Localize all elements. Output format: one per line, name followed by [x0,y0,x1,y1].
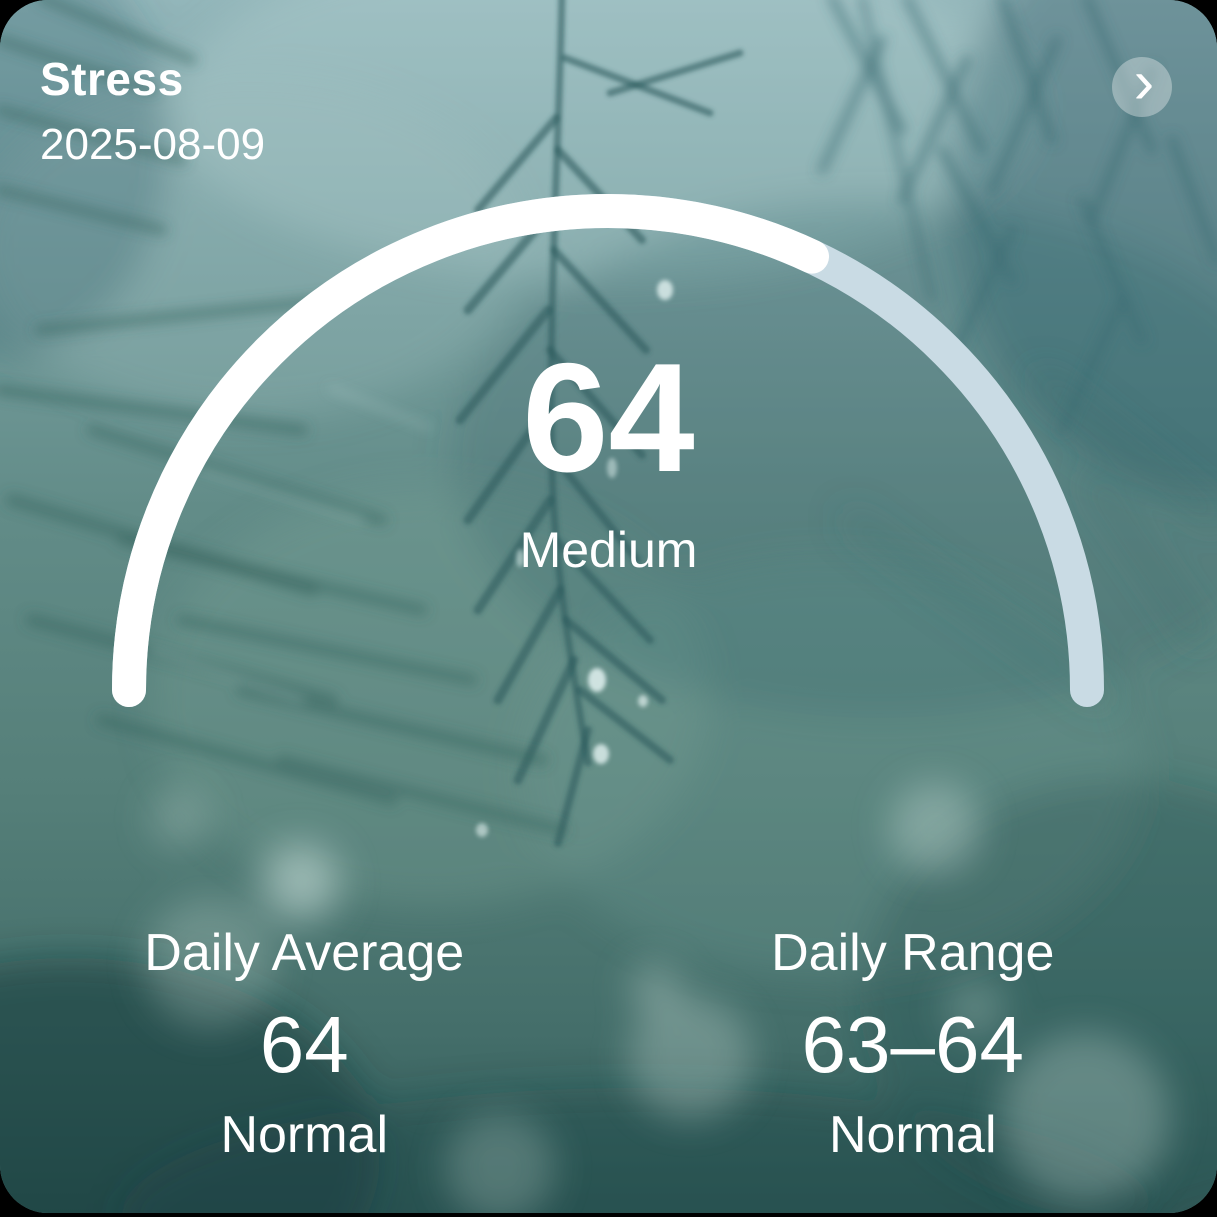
status-badge: Normal [828,1106,997,1164]
details-button[interactable]: › [1112,48,1172,117]
stat-daily-average: Daily Average 64 Normal [0,922,609,1166]
chevron-right-icon: › [1133,48,1155,117]
stat-daily-range: Daily Range 63–64 Normal [609,922,1217,1166]
daily-stats: Daily Average 64 Normal Daily Range 63–6… [0,922,1217,1166]
date-label: 2025-08-09 [40,120,266,169]
header: Stress 2025-08-09 [40,52,265,170]
stat-value: 63–64 [801,1000,1024,1089]
stat-value: 64 [259,1000,349,1089]
stress-value-text: 64 [522,331,695,504]
page-title: Stress [40,53,184,105]
stat-label: Daily Range [771,924,1055,982]
stat-label: Daily Average [144,924,465,982]
gauge-progress [112,194,1104,707]
status-badge: Normal [220,1106,389,1164]
stress-level-label: Medium [519,522,698,578]
